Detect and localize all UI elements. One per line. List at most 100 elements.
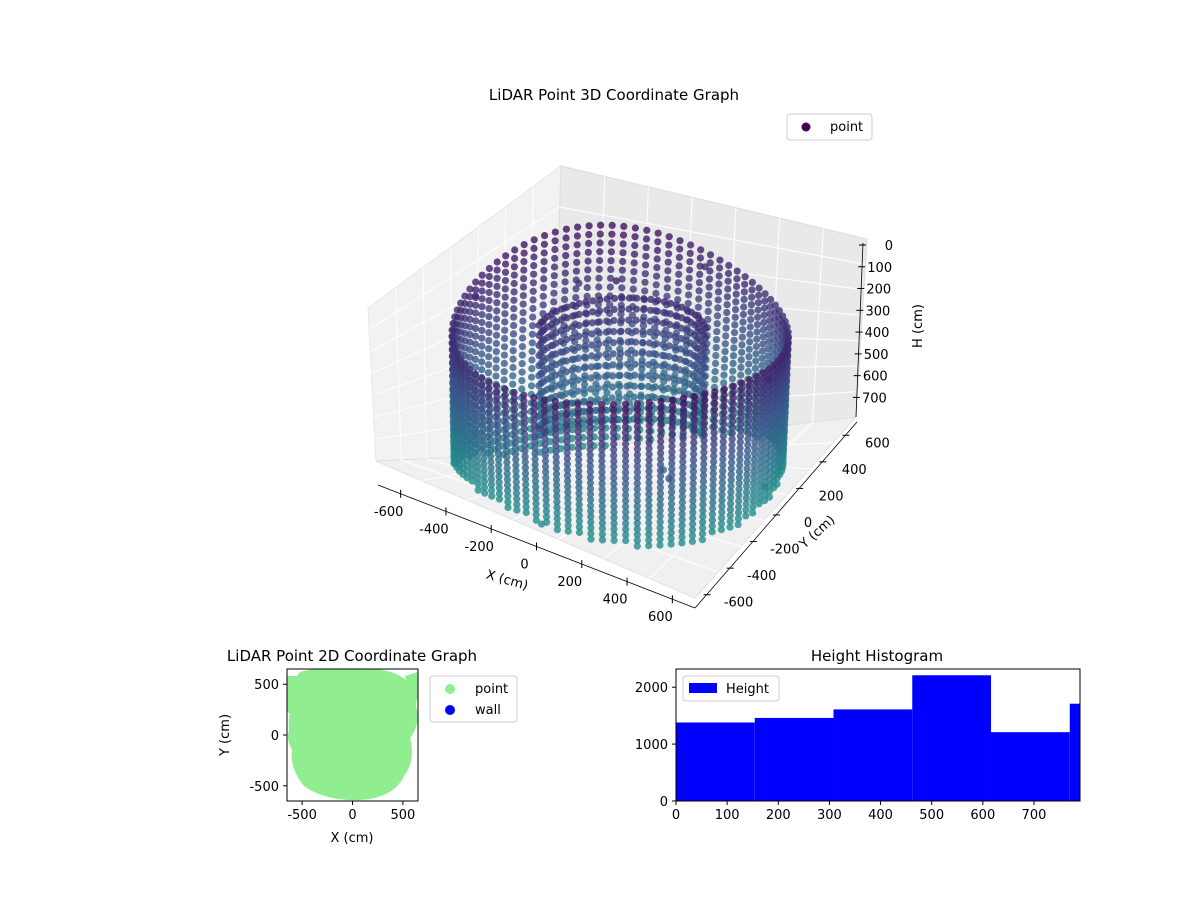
- point-3d: [487, 475, 495, 483]
- point-3d: [552, 459, 560, 467]
- point-3d: [598, 429, 606, 437]
- point-3d: [633, 491, 641, 499]
- point-3d: [510, 271, 518, 279]
- point-3d: [493, 410, 501, 418]
- point-3d: [735, 497, 743, 505]
- point-3d: [729, 400, 737, 408]
- point-3d: [586, 468, 594, 476]
- point-3d: [472, 309, 480, 317]
- point-3d: [494, 427, 502, 435]
- point-3d: [582, 309, 590, 317]
- point-3d: [495, 495, 504, 503]
- point-3d: [689, 468, 698, 476]
- point-3d: [574, 365, 582, 373]
- point-3d: [610, 412, 618, 420]
- point-3d: [678, 493, 687, 501]
- point-3d: [574, 405, 582, 413]
- point-3d: [589, 297, 597, 305]
- point-3d: [479, 432, 487, 440]
- point-3d: [586, 434, 594, 442]
- point-3d: [587, 374, 595, 382]
- point-3d: [748, 286, 756, 294]
- point-3d: [467, 424, 475, 432]
- point-3d: [502, 408, 510, 416]
- point-3d: [689, 520, 697, 528]
- point-3d: [563, 410, 571, 418]
- point-3d: [624, 327, 633, 335]
- point-3d: [510, 279, 518, 288]
- point-3d: [581, 342, 589, 350]
- point-3d: [563, 455, 571, 463]
- point-3d: [598, 457, 606, 465]
- point-3d: [633, 422, 642, 430]
- point-3d: [608, 221, 616, 229]
- point-3d: [752, 357, 760, 365]
- point-3d: [586, 490, 595, 498]
- point-3d: [754, 313, 762, 321]
- point-3d: [521, 441, 529, 450]
- point-3d: [633, 474, 641, 482]
- point-3d: [595, 318, 604, 326]
- point-3d: [540, 258, 548, 266]
- point-3d: [719, 426, 728, 434]
- point-3d: [712, 352, 720, 360]
- point-3d: [688, 532, 697, 540]
- point-3d: [602, 339, 610, 347]
- point-3d: [732, 282, 741, 291]
- point-3d: [720, 420, 728, 428]
- point-3d: [748, 293, 756, 301]
- y-tick-label-3d: -400: [747, 569, 777, 584]
- point-3d: [531, 438, 539, 446]
- point-3d: [539, 301, 547, 309]
- point-3d: [518, 377, 526, 385]
- point-3d: [711, 405, 719, 413]
- point-3d: [561, 269, 569, 277]
- point-3d: [679, 429, 687, 437]
- point-3d: [603, 317, 611, 325]
- point-3d: [745, 411, 753, 419]
- point-3d: [485, 288, 493, 297]
- point-3d: [602, 328, 611, 336]
- point-3d: [493, 315, 501, 323]
- point-3d: [744, 367, 752, 376]
- point-3d: [501, 285, 509, 293]
- point-3d: [583, 284, 591, 292]
- point-3d: [518, 368, 526, 376]
- point-3d: [569, 312, 577, 320]
- point-3d: [500, 376, 508, 384]
- chart-3d: LiDAR Point 3D Coordinate Graph -600 -400…: [367, 86, 926, 625]
- point-3d: [713, 328, 721, 336]
- point-3d: [690, 398, 699, 406]
- point-3d: [562, 390, 570, 398]
- point-3d: [563, 325, 571, 333]
- point-3d: [542, 485, 550, 493]
- point-3d: [580, 419, 588, 427]
- point-3d: [690, 427, 698, 435]
- point-3d: [573, 241, 581, 249]
- point-3d: [501, 385, 509, 393]
- point-3d: [550, 280, 558, 288]
- point-3d: [619, 257, 627, 266]
- point-3d: [480, 478, 488, 486]
- point-3d: [724, 269, 733, 277]
- point-3d: [764, 407, 772, 415]
- histogram-y-tick-label: 0: [660, 795, 668, 810]
- point-3d: [699, 489, 707, 497]
- point-3d: [722, 324, 730, 332]
- point-3d: [493, 274, 501, 282]
- point-3d: [667, 500, 676, 508]
- point-3d: [472, 416, 481, 424]
- point-3d: [520, 258, 528, 266]
- z-tick-label-3d: 400: [865, 326, 890, 341]
- point-3d: [575, 310, 583, 318]
- point-3d: [595, 265, 603, 273]
- point-3d: [621, 434, 630, 442]
- point-3d: [587, 524, 595, 532]
- point-3d: [561, 260, 570, 268]
- point-3d: [735, 479, 743, 487]
- point-3d: [512, 489, 521, 497]
- point-3d: [610, 474, 618, 482]
- point-3d: [658, 373, 666, 381]
- point-3d: [729, 388, 737, 396]
- point-3d: [727, 500, 735, 508]
